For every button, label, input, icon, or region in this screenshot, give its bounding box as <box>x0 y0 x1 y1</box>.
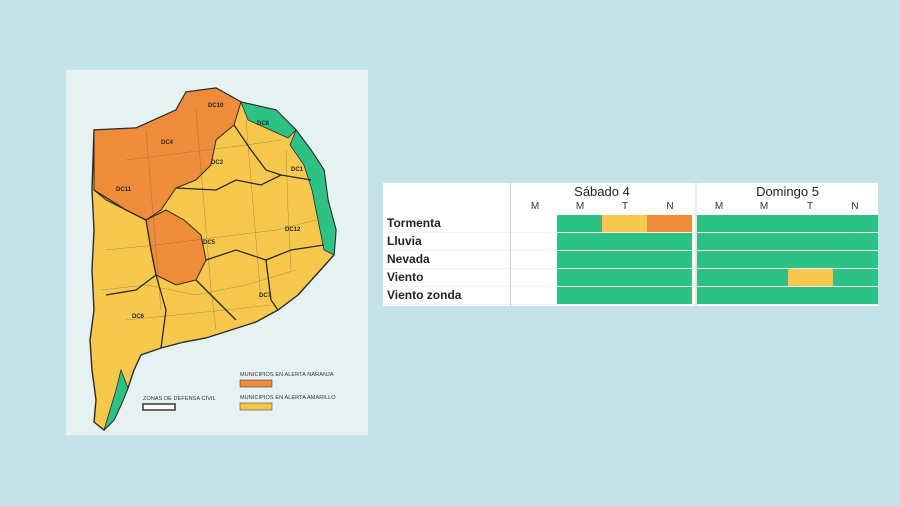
alert-cell-lluvia-6 <box>743 233 788 250</box>
alert-cell-nevada-3 <box>602 251 647 268</box>
zone-label-dc4: DC4 <box>161 140 174 146</box>
alert-cell-viento-1 <box>511 269 557 286</box>
row-label-viento: Viento <box>387 270 424 284</box>
alert-cell-nevada-7 <box>788 251 833 268</box>
zone-label-dc12: DC12 <box>285 227 301 233</box>
row-label-nevada: Nevada <box>387 252 430 266</box>
green-zone-south-coast <box>103 368 129 431</box>
column-divider <box>510 183 511 306</box>
alert-cell-viento-7 <box>788 269 833 286</box>
alert-cell-viento-2 <box>557 269 602 286</box>
province-map <box>89 87 337 431</box>
alert-cell-lluvia-4 <box>647 233 692 250</box>
alert-cell-viento-zonda-6 <box>743 287 788 304</box>
period-sun-3: T <box>806 201 814 212</box>
municipal-boundaries <box>100 109 317 331</box>
alert-cell-viento-zonda-5 <box>697 287 743 304</box>
legend-zones-label: ZONAS DE DEFENSA CIVIL <box>143 396 216 402</box>
row-label-viento-zonda: Viento zonda <box>387 288 462 302</box>
alert-cell-nevada-8 <box>833 251 878 268</box>
period-sun-1: M <box>714 201 724 212</box>
alert-cell-lluvia-1 <box>511 233 557 250</box>
row-divider <box>383 304 878 305</box>
row-divider <box>383 250 878 251</box>
day-title-saturday: Sábado 4 <box>574 184 630 199</box>
legend-swatch-zones <box>142 403 176 411</box>
alert-cell-viento-3 <box>602 269 647 286</box>
alert-cell-viento-zonda-7 <box>788 287 833 304</box>
green-zone-north-coast <box>240 101 297 139</box>
period-sat-3: T <box>621 201 629 212</box>
alert-cell-viento-8 <box>833 269 878 286</box>
alert-map: DC10 DC8 DC4 DC3 DC1 DC11 DC5 DC12 DC7 D… <box>66 70 368 435</box>
alert-cell-tormenta-7 <box>788 215 833 232</box>
period-sat-2: M <box>575 201 585 212</box>
zone-label-dc6: DC6 <box>132 314 145 320</box>
alert-cell-nevada-4 <box>647 251 692 268</box>
alert-cell-nevada-2 <box>557 251 602 268</box>
alert-cell-tormenta-5 <box>697 215 743 232</box>
green-zone-east-coast <box>289 129 337 256</box>
alert-cell-viento-4 <box>647 269 692 286</box>
legend-swatch-yellow <box>239 402 273 411</box>
zone-label-dc11: DC11 <box>116 187 132 193</box>
alert-cell-nevada-1 <box>511 251 557 268</box>
alert-cell-viento-zonda-1 <box>511 287 557 304</box>
zone-label-dc10: DC10 <box>208 103 224 109</box>
alert-cell-lluvia-7 <box>788 233 833 250</box>
alert-cell-viento-5 <box>697 269 743 286</box>
alert-cell-viento-zonda-4 <box>647 287 692 304</box>
zone-label-dc8: DC8 <box>257 121 270 127</box>
alert-cell-lluvia-3 <box>602 233 647 250</box>
alert-cell-nevada-6 <box>743 251 788 268</box>
period-sun-4: N <box>851 201 859 212</box>
alert-cell-nevada-5 <box>697 251 743 268</box>
alert-cell-viento-zonda-8 <box>833 287 878 304</box>
alert-table: Sábado 4 Domingo 5 M M T N M M T N Torme… <box>383 183 878 306</box>
day-divider <box>695 183 697 306</box>
alert-cell-viento-zonda-3 <box>602 287 647 304</box>
alert-cell-tormenta-1 <box>511 215 557 232</box>
legend-swatch-orange <box>239 379 273 388</box>
alert-cell-lluvia-2 <box>557 233 602 250</box>
period-sun-2: M <box>759 201 769 212</box>
zone-label-dc7: DC7 <box>259 293 272 299</box>
period-sat-4: N <box>666 201 674 212</box>
zone-label-dc5: DC5 <box>203 240 216 246</box>
zone-label-dc3: DC3 <box>211 160 224 166</box>
defense-zone-boundaries <box>93 124 325 349</box>
legend-orange-label: MUNICIPIOS EN ALERTA NARANJA <box>240 372 334 378</box>
period-sat-1: M <box>530 201 540 212</box>
alert-cell-viento-6 <box>743 269 788 286</box>
alert-cell-lluvia-5 <box>697 233 743 250</box>
row-label-tormenta: Tormenta <box>387 216 441 230</box>
row-label-lluvia: Lluvia <box>387 234 422 248</box>
row-divider <box>383 286 878 287</box>
alert-cell-tormenta-3 <box>602 215 647 232</box>
alert-cell-tormenta-2 <box>557 215 602 232</box>
legend-yellow-label: MUNICIPIOS EN ALERTA AMARILLO <box>240 395 336 401</box>
alert-cell-tormenta-6 <box>743 215 788 232</box>
row-divider <box>383 268 878 269</box>
alert-cell-viento-zonda-2 <box>557 287 602 304</box>
row-divider <box>383 232 878 233</box>
orange-zone-north <box>93 87 242 221</box>
alert-cell-tormenta-8 <box>833 215 878 232</box>
zone-label-dc1: DC1 <box>291 167 304 173</box>
alert-cell-tormenta-4 <box>647 215 692 232</box>
alert-cell-lluvia-8 <box>833 233 878 250</box>
day-title-sunday: Domingo 5 <box>756 184 819 199</box>
